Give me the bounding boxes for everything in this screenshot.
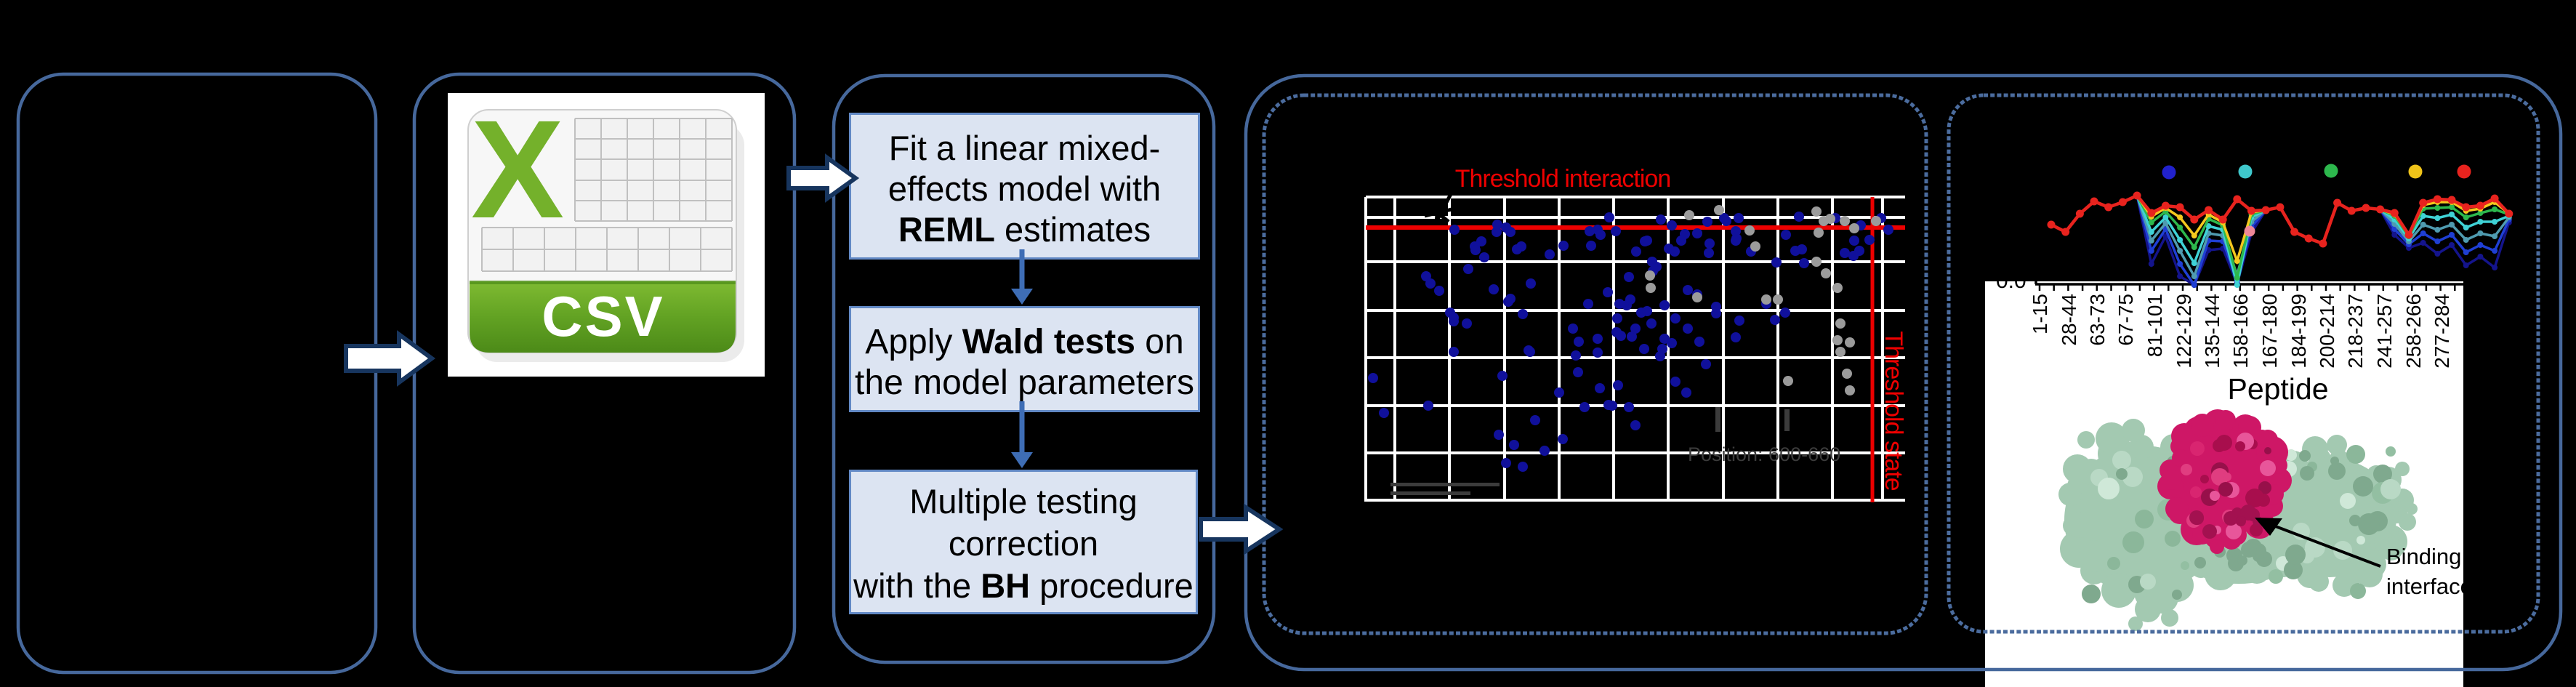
svg-text:122-129: 122-129 [2173, 294, 2195, 369]
svg-text:67-75: 67-75 [2114, 294, 2137, 346]
svg-text:CSV: CSV [542, 284, 664, 348]
svg-text:X: X [471, 91, 564, 247]
svg-text:Threshold state: Threshold state [1880, 331, 1907, 490]
svg-text:218-237: 218-237 [2344, 294, 2367, 369]
svg-text:interface: interface [2386, 574, 2473, 599]
svg-text:Peptide: Peptide [2227, 372, 2328, 406]
svg-text:200-214: 200-214 [2316, 294, 2338, 369]
svg-text:28-44: 28-44 [2058, 294, 2080, 346]
svg-text:0.0: 0.0 [1996, 269, 2026, 293]
svg-text:63-73: 63-73 [2086, 294, 2109, 346]
svg-text:Position: 600-660: Position: 600-660 [1688, 443, 1840, 465]
svg-text:Threshold interaction: Threshold interaction [1455, 165, 1671, 193]
svg-text:258-266: 258-266 [2402, 294, 2425, 369]
svg-text:1-15: 1-15 [2029, 294, 2051, 334]
svg-text:184-199: 184-199 [2287, 294, 2310, 369]
svg-text:241-257: 241-257 [2373, 294, 2396, 369]
svg-text:81-101: 81-101 [2144, 294, 2166, 357]
svg-text:277-284: 277-284 [2431, 294, 2453, 369]
svg-text:Binding: Binding [2386, 544, 2461, 569]
svg-text:167-180: 167-180 [2258, 294, 2281, 369]
svg-text:135-144: 135-144 [2201, 294, 2223, 369]
svg-text:158-166: 158-166 [2229, 294, 2252, 369]
